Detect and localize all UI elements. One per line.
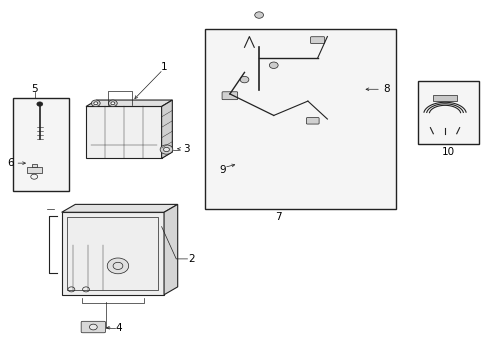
Bar (27, 167, 41, 173)
Text: 2: 2 (188, 254, 195, 264)
Circle shape (240, 76, 248, 83)
Circle shape (163, 147, 169, 152)
Circle shape (111, 102, 115, 105)
Bar (32, 164, 37, 167)
Text: 8: 8 (383, 84, 389, 94)
FancyBboxPatch shape (222, 92, 237, 100)
Polygon shape (163, 204, 177, 295)
Text: 1: 1 (161, 62, 167, 72)
Polygon shape (61, 204, 177, 212)
Circle shape (254, 12, 263, 18)
FancyBboxPatch shape (81, 321, 105, 333)
Text: 6: 6 (8, 158, 14, 168)
Bar (67, 217, 158, 291)
Circle shape (89, 324, 97, 330)
Circle shape (37, 102, 42, 106)
Text: 7: 7 (275, 212, 282, 222)
Bar (417, 81, 478, 144)
Text: 10: 10 (441, 147, 454, 157)
Circle shape (269, 62, 278, 68)
Circle shape (160, 145, 172, 154)
Circle shape (108, 100, 117, 107)
FancyBboxPatch shape (306, 118, 319, 124)
Text: 4: 4 (115, 323, 122, 333)
Bar (432, 95, 456, 102)
Polygon shape (161, 100, 172, 158)
Circle shape (94, 102, 98, 105)
Bar (61, 212, 163, 295)
Bar (13, 98, 69, 191)
Circle shape (91, 100, 100, 107)
Text: 5: 5 (31, 84, 38, 94)
Text: 9: 9 (219, 165, 225, 175)
Bar (86, 107, 161, 158)
Bar (205, 30, 395, 209)
FancyBboxPatch shape (310, 37, 324, 44)
Circle shape (107, 258, 128, 274)
Text: 3: 3 (183, 144, 190, 154)
Polygon shape (86, 100, 172, 107)
